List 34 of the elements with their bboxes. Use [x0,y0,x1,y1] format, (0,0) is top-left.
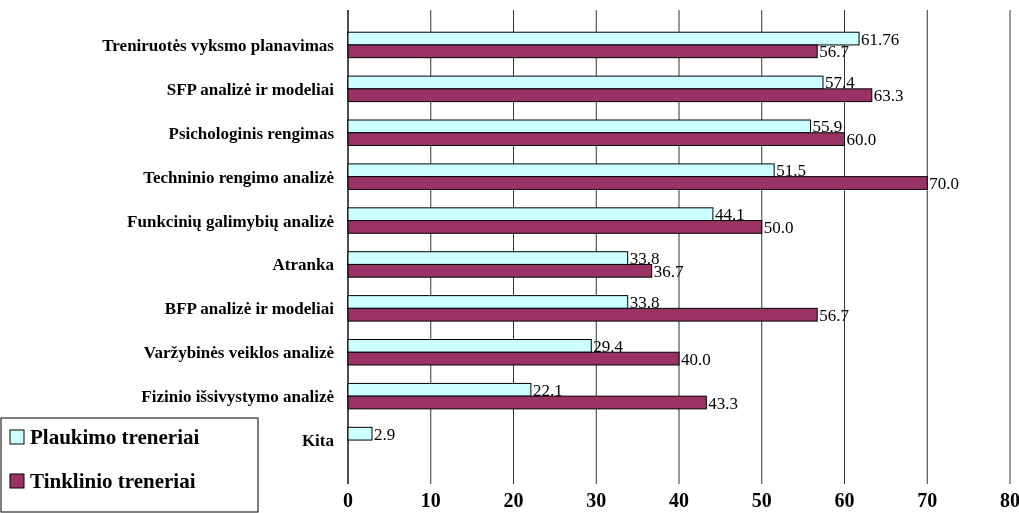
x-tick-label: 50 [751,489,772,511]
data-label: 43.3 [708,393,739,413]
y-tick-label: Techninio rengimo analizė [143,167,335,187]
x-tick-label: 60 [834,489,855,511]
data-label: 50.0 [763,217,794,237]
data-label: 70.0 [929,174,959,194]
x-tick-label: 40 [669,489,689,511]
x-tick-label: 70 [917,489,938,511]
data-label: 22.1 [532,380,563,400]
data-label: 60.0 [846,130,877,150]
y-tick-label: Treniruotės vyksmo planavimas [102,35,335,55]
x-tick-label: 30 [586,489,607,511]
y-tick-label: Psichologinis rengimas [168,123,335,143]
data-label: 51.5 [776,161,806,181]
x-tick-label: 80 [1000,489,1019,511]
legend-label: Plaukimo treneriai [30,425,200,449]
y-tick-label: SFP analizė ir modeliai [166,79,335,99]
data-label: 33.8 [629,292,660,312]
y-tick-label: BFP analizė ir modeliai [164,299,335,319]
data-label: 44.1 [714,205,745,225]
x-tick-label: 0 [343,489,353,511]
data-label: 2.9 [374,424,396,444]
y-tick-label: Funkcinių galimybių analizė [127,211,335,231]
y-tick-label: Fizinio išsivystymo analizė [141,387,335,407]
data-label: 55.9 [812,117,843,137]
y-tick-label: Kita [301,431,335,451]
legend-label: Tinklinio treneriai [30,469,196,493]
y-tick-label: Varžybinės veiklos analizė [143,343,335,363]
x-tick-label: 10 [420,489,441,511]
x-tick-label: 20 [503,489,524,511]
data-label: 40.0 [681,349,711,369]
data-label: 63.3 [873,86,904,106]
y-tick-label: Atranka [272,255,335,275]
data-label: 61.76 [861,29,900,49]
